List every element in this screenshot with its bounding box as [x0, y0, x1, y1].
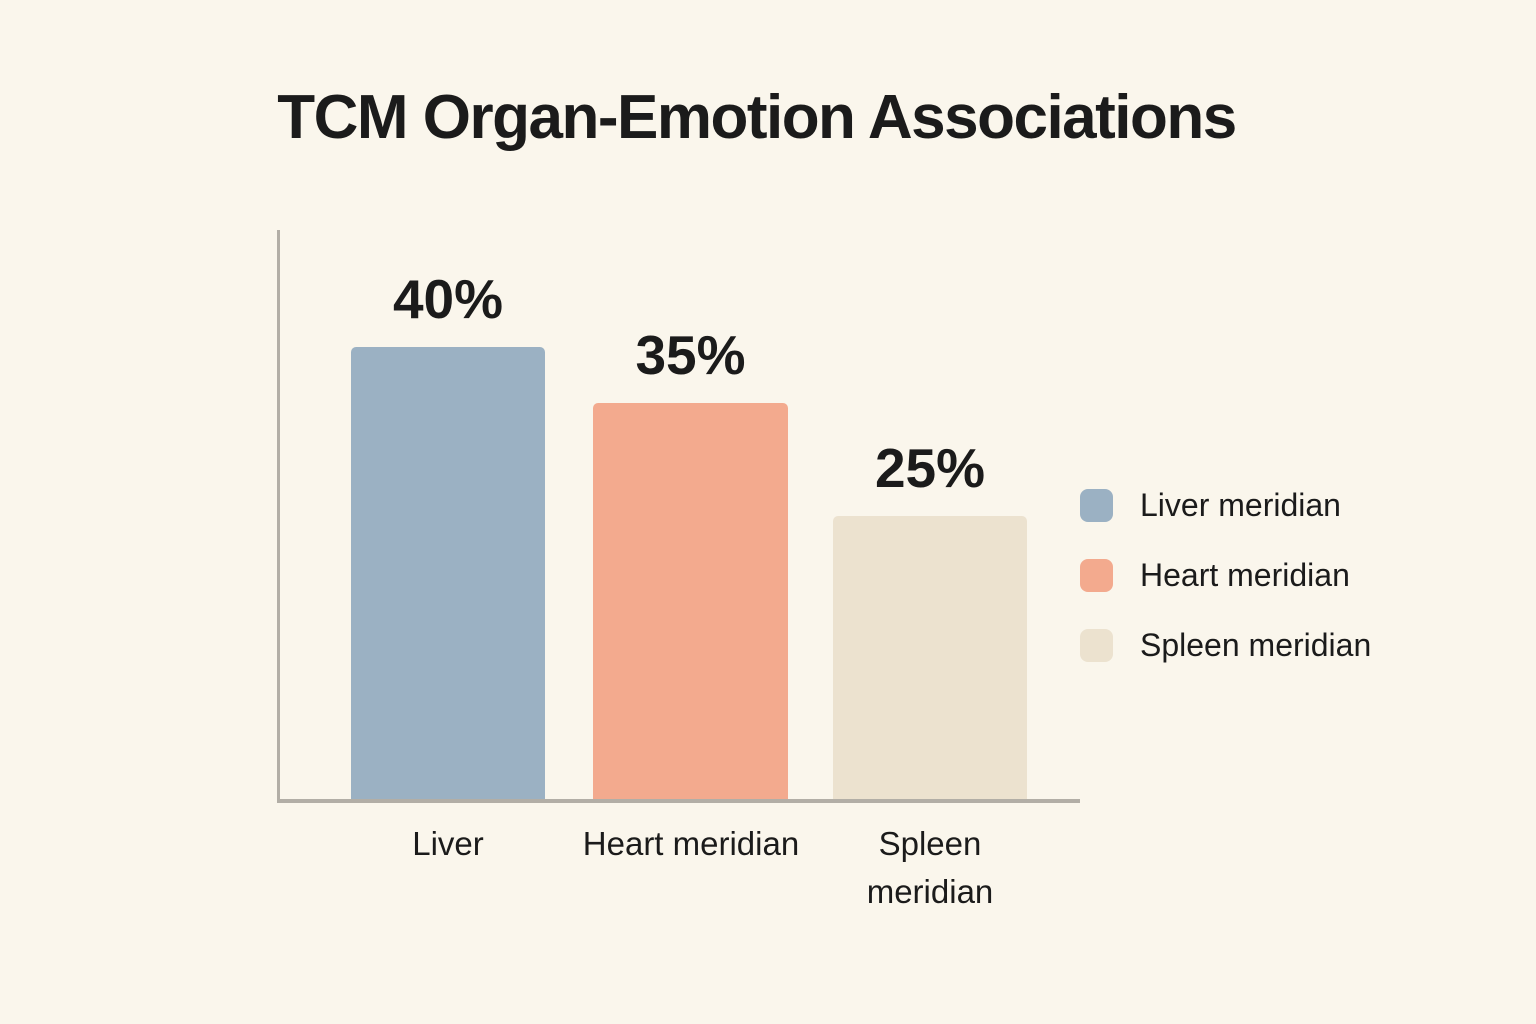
- legend-label: Spleen meridian: [1140, 627, 1372, 663]
- legend-item-spleen-meridian: Spleen meridian: [1080, 627, 1371, 664]
- legend-swatch-icon: [1080, 629, 1113, 662]
- x-axis-line: [277, 799, 1080, 803]
- x-axis-label-heart-meridian: Heart meridian: [582, 825, 800, 862]
- legend-item-heart-meridian: Heart meridian: [1080, 557, 1371, 594]
- bar-column-spleen-meridian: 25%: [833, 437, 1027, 799]
- y-axis-line: [277, 230, 280, 802]
- x-axis-label-spleen-meridian: Spleen meridian: [866, 825, 994, 910]
- legend-label: Liver meridian: [1140, 487, 1341, 523]
- legend: Liver meridian Heart meridian Spleen merid…: [1080, 487, 1371, 697]
- bar-value-label: 40%: [392, 268, 504, 330]
- legend-label: Heart meridian: [1140, 557, 1350, 593]
- bar-liver: [351, 347, 545, 799]
- bar-value-label: 35%: [635, 324, 746, 386]
- bar-column-liver: 40%: [351, 268, 545, 799]
- legend-swatch-icon: [1080, 489, 1113, 522]
- x-axis-label-liver: Liver: [412, 825, 484, 862]
- bar-spleen-meridian: [833, 516, 1027, 799]
- bar-value-label: 25%: [874, 437, 986, 499]
- legend-item-liver-meridian: Liver meridian: [1080, 487, 1371, 524]
- bar-heart-meridian: [593, 403, 788, 799]
- chart-title: TCM Organ-Emotion Associations: [277, 83, 1237, 152]
- legend-swatch-icon: [1080, 559, 1113, 592]
- bar-column-heart-meridian: 35%: [593, 324, 788, 799]
